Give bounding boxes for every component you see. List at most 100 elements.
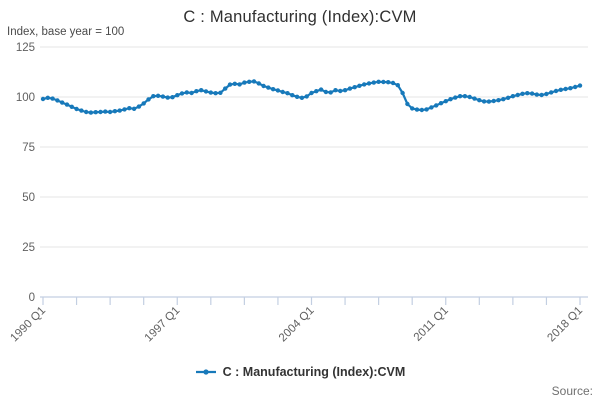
data-point[interactable] [381,79,386,85]
data-point[interactable] [213,91,218,96]
data-point[interactable] [74,106,79,112]
data-point[interactable] [568,86,573,91]
data-point[interactable] [525,91,530,96]
data-point[interactable] [232,81,237,87]
data-point[interactable] [477,98,482,103]
data-point[interactable] [160,94,166,99]
data-point[interactable] [505,95,511,101]
data-point[interactable] [170,95,175,100]
data-point[interactable] [366,81,372,86]
data-point[interactable] [270,87,276,92]
data-point[interactable] [131,106,137,112]
data-point[interactable] [573,84,578,90]
data-point[interactable] [136,104,142,109]
data-point[interactable] [256,81,261,86]
data-point[interactable] [60,100,65,105]
data-point[interactable] [55,98,60,103]
data-point[interactable] [462,94,468,99]
data-point[interactable] [491,98,496,104]
data-point[interactable] [84,109,89,115]
data-point[interactable] [429,105,434,110]
data-point[interactable] [390,80,396,86]
data-point[interactable] [40,96,46,102]
data-point[interactable] [419,107,424,113]
data-point[interactable] [501,97,506,102]
data-point[interactable] [323,89,329,95]
data-point[interactable] [467,94,472,100]
data-point[interactable] [357,83,362,89]
data-point[interactable] [165,95,170,100]
data-point[interactable] [189,90,194,96]
data-point[interactable] [539,92,544,98]
data-point[interactable] [515,92,520,98]
data-point[interactable] [266,85,271,90]
data-point[interactable] [395,83,400,88]
data-point[interactable] [227,82,233,87]
data-point[interactable] [434,103,439,108]
data-point[interactable] [175,93,180,98]
data-point[interactable] [534,92,539,97]
data-point[interactable] [410,106,415,111]
data-point[interactable] [237,82,242,87]
data-point[interactable] [414,107,420,112]
data-point[interactable] [318,87,324,92]
data-point[interactable] [45,95,50,101]
data-point[interactable] [457,94,463,99]
legend-item[interactable]: C : Manufacturing (Index):CVM [0,362,600,382]
data-point[interactable] [520,91,525,97]
data-point[interactable] [179,91,185,96]
data-point[interactable] [438,101,444,106]
data-point[interactable] [529,91,535,96]
data-point[interactable] [544,91,549,97]
data-point[interactable] [275,88,281,93]
data-point[interactable] [496,98,501,103]
data-point[interactable] [64,102,70,107]
data-point[interactable] [88,110,94,115]
data-point[interactable] [223,86,228,91]
data-point[interactable] [69,104,75,110]
data-point[interactable] [453,95,458,100]
data-point[interactable] [352,85,357,90]
data-point[interactable] [347,86,353,91]
data-point[interactable] [553,88,559,94]
data-point[interactable] [242,80,247,85]
data-point[interactable] [184,90,189,95]
data-point[interactable] [203,89,209,94]
data-point[interactable] [117,108,122,113]
data-point[interactable] [107,109,113,115]
data-point[interactable] [294,94,300,100]
data-point[interactable] [299,95,305,101]
data-point[interactable] [309,90,314,96]
data-point[interactable] [481,99,487,104]
data-point[interactable] [208,90,213,95]
data-point[interactable] [93,110,98,115]
data-point[interactable] [424,107,429,112]
data-point[interactable] [577,83,583,88]
data-point[interactable] [261,83,266,89]
data-point[interactable] [472,96,477,101]
data-point[interactable] [362,82,367,87]
data-point[interactable] [304,94,309,99]
data-point[interactable] [122,107,127,112]
data-point[interactable] [98,109,103,115]
data-point[interactable] [155,93,161,99]
data-point[interactable] [50,96,55,101]
data-point[interactable] [376,79,381,85]
data-point[interactable] [290,93,295,98]
data-point[interactable] [558,87,563,93]
data-point[interactable] [103,109,108,114]
data-point[interactable] [386,80,391,85]
data-point[interactable] [280,89,285,95]
data-point[interactable] [314,89,319,94]
data-point[interactable] [251,79,257,84]
data-point[interactable] [218,90,223,96]
data-point[interactable] [342,88,348,93]
data-point[interactable] [486,99,492,104]
data-point[interactable] [79,108,84,113]
data-point[interactable] [338,88,343,94]
data-point[interactable] [141,101,146,106]
data-point[interactable] [151,94,156,99]
data-point[interactable] [247,79,252,85]
data-point[interactable] [194,89,199,94]
data-point[interactable] [333,88,338,93]
